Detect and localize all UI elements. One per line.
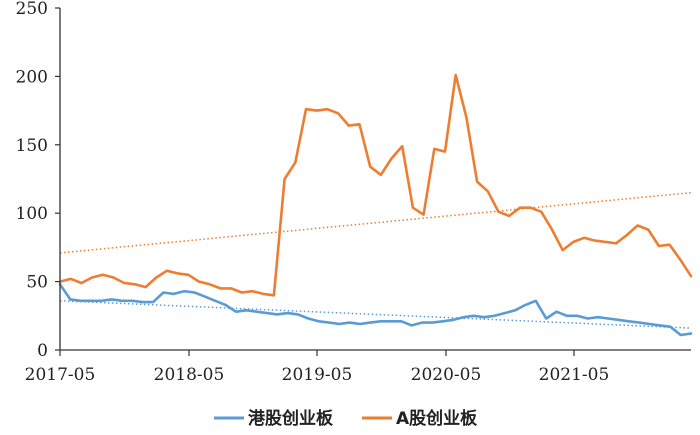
x-tick-label: 2018-05 — [154, 365, 225, 385]
y-tick-label: 0 — [37, 341, 48, 361]
y-tick-label: 50 — [26, 273, 48, 293]
legend-label-a: A股创业板 — [396, 408, 478, 429]
x-tick-label: 2020-05 — [411, 365, 482, 385]
series-line-a — [58, 73, 693, 297]
series-line-hk — [58, 282, 693, 337]
legend: 港股创业板 A股创业板 — [214, 408, 478, 429]
y-tick-label: 100 — [16, 204, 48, 224]
x-ticks: 2017-05 2018-05 2019-05 2020-05 2021-05 — [25, 350, 610, 385]
trendline-a — [59, 191, 692, 254]
x-tick-label: 2017-05 — [25, 365, 96, 385]
legend-label-hk: 港股创业板 — [248, 408, 334, 429]
y-tick-label: 150 — [16, 136, 48, 156]
x-tick-label: 2021-05 — [539, 365, 610, 385]
y-tick-label: 250 — [16, 0, 48, 19]
y-tick-label: 200 — [16, 67, 48, 87]
x-tick-label: 2019-05 — [282, 365, 353, 385]
trendline-hk — [59, 300, 692, 329]
series-lines — [58, 73, 693, 337]
y-ticks: 0 50 100 150 200 250 — [16, 0, 60, 361]
axes — [59, 8, 691, 351]
trendlines — [59, 191, 692, 329]
